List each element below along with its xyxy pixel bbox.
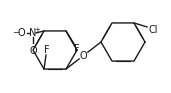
Text: +: +	[35, 27, 40, 33]
Text: F: F	[74, 44, 80, 54]
Text: O: O	[17, 28, 25, 38]
Text: F: F	[44, 45, 50, 55]
Text: Cl: Cl	[148, 25, 158, 35]
Text: O: O	[29, 46, 37, 56]
Text: N: N	[29, 28, 37, 38]
Text: O: O	[80, 50, 87, 61]
Text: −: −	[12, 28, 19, 37]
